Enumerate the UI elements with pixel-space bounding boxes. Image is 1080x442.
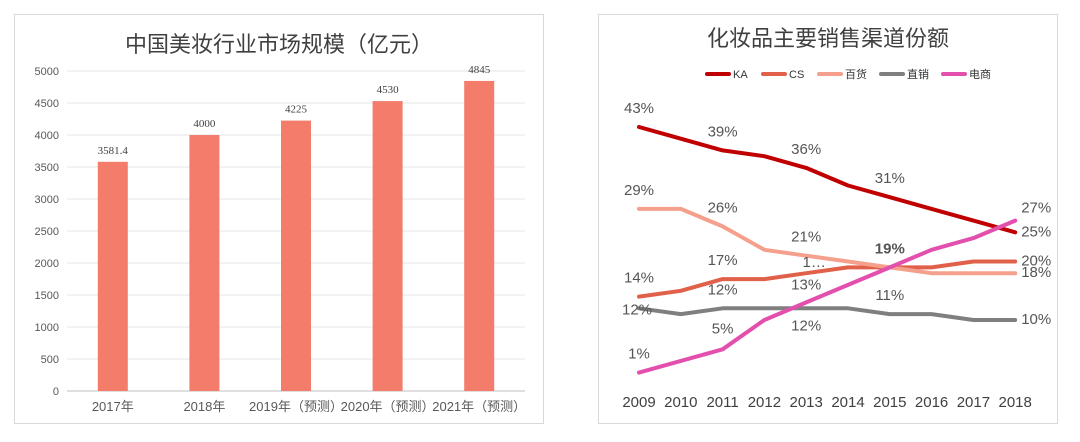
y-tick-label: 1000 [35,322,59,334]
y-tick-label: 0 [53,386,59,398]
legend-label: 直销 [907,67,929,81]
bar-value-label: 4225 [285,104,308,116]
bar [97,161,128,391]
x-axis-label: 2015 [873,394,906,411]
data-label: 39% [708,123,738,140]
data-label: 12% [708,281,738,298]
data-label: 12% [791,317,821,334]
y-tick-label: 500 [41,354,59,366]
x-category-label: 2021年（预测） [432,399,526,414]
x-axis-label: 2014 [831,394,864,411]
x-category-label: 2018年 [183,399,225,414]
data-label: 27% [1021,200,1051,217]
y-tick-label: 4500 [35,98,59,110]
channel-share-chart-panel: 化妆品主要销售渠道份额 KA CS 百货 直销 电商 2009 2010 2011 2012 20… [598,14,1058,424]
y-tick-label: 4000 [35,130,59,142]
data-label: 14% [624,270,654,287]
data-label: 25% [1021,223,1051,240]
data-label: 1% [628,346,650,363]
y-tick-label: 1500 [35,290,59,302]
data-label: 26% [708,199,738,216]
data-label: 20% [1021,253,1051,270]
bar [281,120,311,391]
data-label: 10% [1021,311,1051,328]
series-line [637,218,1018,375]
x-axis-label: 2018 [999,394,1032,411]
market-size-chart-panel: 中国美妆行业市场规模（亿元） 0 500 1000 1500 2000 2500 3000 3… [14,14,544,424]
x-axis-label: 2017 [957,394,990,411]
series-line [637,259,1018,299]
x-category-label: 2020年（预测） [341,399,435,414]
series-line [637,306,1018,322]
x-category-label: 2019年（预测） [249,399,343,414]
market-size-bar-chart: 0 500 1000 1500 2000 2500 3000 3500 4000 4500 5000… [35,64,527,414]
channel-share-chart-title: 化妆品主要销售渠道份额 [706,26,949,51]
legend-label: 百货 [845,67,867,81]
x-axis-label: 2016 [915,394,948,411]
data-label: 19% [875,240,905,257]
data-label: 18% [1021,264,1051,281]
bar-value-label: 4530 [377,84,400,96]
legend-label: CS [789,69,804,81]
data-label: 21% [791,229,821,246]
y-tick-label: 2500 [35,226,59,238]
data-label: 13% [791,276,821,293]
data-label: 1… [803,254,826,271]
data-label: 17% [708,252,738,269]
data-label: 31% [875,170,905,187]
legend-label: KA [733,69,748,81]
x-axis-label: 2011 [706,394,738,411]
legend-label: 电商 [969,67,991,81]
y-tick-label: 2000 [35,258,59,270]
bar [372,101,403,391]
bar-value-label: 4000 [193,118,216,130]
bar [464,80,495,392]
x-axis-label: 2009 [622,394,655,411]
series-line [637,125,1018,235]
market-size-chart-title: 中国美妆行业市场规模（亿元） [124,32,433,57]
bar [189,135,220,391]
x-axis-label: 2012 [748,394,781,411]
y-tick-label: 3000 [35,194,59,206]
data-label: 5% [712,320,734,337]
x-axis-label: 2010 [664,394,697,411]
data-label: 29% [624,182,654,199]
x-axis-label: 2013 [790,394,823,411]
channel-share-line-chart: KA CS 百货 直销 电商 2009 2010 2011 2012 2013 2014 2015 20… [622,67,1051,411]
data-label: 36% [791,141,821,158]
data-label: 43% [624,100,654,117]
data-label: 11% [875,287,904,304]
x-category-label: 2017年 [92,399,134,414]
y-tick-label: 5000 [35,66,59,78]
series-line [637,206,1018,276]
bar-value-label: 4845 [468,64,491,76]
y-tick-label: 3500 [35,162,59,174]
data-label: 12% [622,301,652,318]
bar-value-label: 3581.4 [98,145,129,157]
